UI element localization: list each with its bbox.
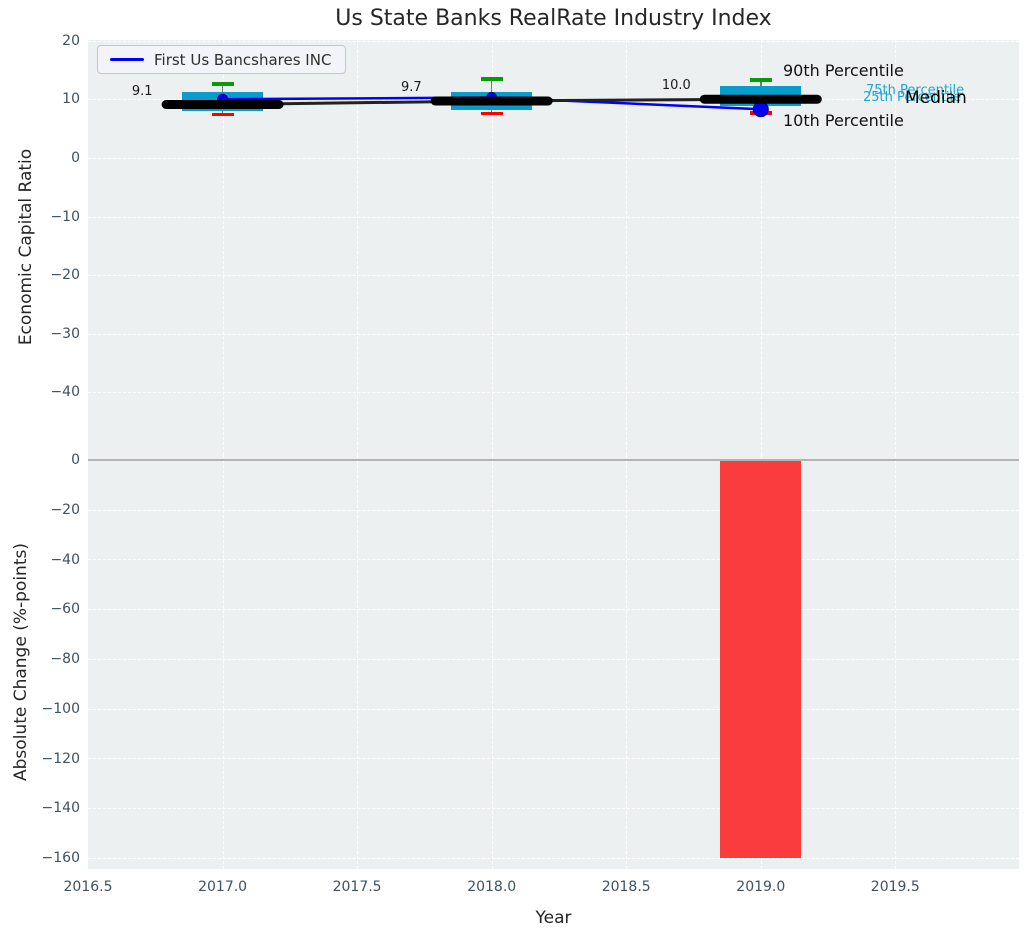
whisker-cap-90th	[749, 78, 772, 82]
top-ytick-label: −30	[50, 325, 80, 342]
gridline-horizontal	[88, 509, 1019, 511]
bottom-ytick-label: 0	[71, 452, 80, 468]
gridline-horizontal	[88, 857, 1019, 859]
bottom-ytick-label: −60	[50, 601, 80, 618]
bottom-ytick-label: −160	[41, 850, 80, 866]
legend-line-sample	[110, 58, 144, 61]
xtick-label: 2017.0	[198, 879, 248, 895]
gridline-vertical	[491, 40, 493, 455]
gridline-horizontal	[88, 559, 1019, 561]
annotation-10th-percentile: 10th Percentile	[783, 111, 904, 130]
xtick-label: 2019.0	[736, 879, 786, 895]
gridline-vertical	[895, 455, 897, 869]
top-ytick-label: −20	[50, 267, 80, 284]
xtick-label: 2018.0	[467, 879, 517, 895]
gridline-horizontal	[88, 708, 1019, 710]
gridline-vertical	[357, 455, 359, 869]
legend-label: First Us Bancshares INC	[154, 50, 332, 69]
annotation-75th-percentile: 75th Percentile	[866, 83, 965, 98]
x-axis-label: Year	[535, 908, 572, 928]
top-ytick-label: −40	[50, 384, 80, 401]
top-chart-lines	[161, 92, 822, 118]
gridline-horizontal	[88, 40, 1019, 42]
xtick-label: 2016.5	[63, 879, 113, 895]
whisker-cap-10th	[211, 112, 234, 117]
whisker-cap-10th	[480, 111, 503, 116]
change-bar	[720, 460, 802, 858]
zero-axhline	[88, 459, 1019, 461]
gridline-horizontal	[88, 157, 1019, 159]
gridline-horizontal	[88, 609, 1019, 611]
gridline-horizontal	[88, 333, 1019, 335]
top-ytick-label: 10	[62, 91, 80, 108]
annotation-25th-percentile: 25th Percentile	[863, 90, 962, 105]
gridline-vertical	[895, 40, 897, 455]
xtick-label: 2019.5	[870, 879, 920, 895]
top-y-axis-label: Economic Capital Ratio	[16, 148, 36, 346]
gridline-horizontal	[88, 758, 1019, 760]
gridline-horizontal	[88, 658, 1019, 660]
whisker-cap-90th	[211, 82, 234, 86]
gridline-vertical	[222, 40, 224, 455]
gridline-vertical	[491, 455, 493, 869]
legend: First Us Bancshares INC	[97, 45, 347, 74]
bottom-ytick-label: −80	[50, 651, 80, 667]
top-ytick-label: 0	[71, 149, 80, 166]
bottom-axes	[88, 455, 1019, 869]
median-annotation: 10.0	[661, 78, 691, 94]
annotation-90th-percentile: 90th Percentile	[783, 61, 904, 80]
gridline-vertical	[626, 455, 628, 869]
top-axes	[88, 40, 1019, 455]
bottom-ytick-label: −140	[41, 800, 80, 817]
bottom-ytick-label: −120	[41, 750, 80, 767]
gridline-horizontal	[88, 392, 1019, 394]
bottom-ytick-label: −20	[50, 501, 80, 518]
gridline-horizontal	[88, 216, 1019, 218]
median-annotation: 9.1	[131, 83, 153, 99]
whisker-cap-90th	[480, 77, 503, 81]
median-annotation: 9.7	[401, 80, 422, 95]
gridline-horizontal	[88, 275, 1019, 277]
top-ytick-label: −10	[50, 208, 80, 225]
bottom-ytick-label: −100	[41, 700, 80, 717]
bottom-ytick-label: −40	[50, 551, 80, 568]
gridline-horizontal	[88, 808, 1019, 810]
top-ytick-label: 20	[62, 32, 80, 49]
xtick-label: 2017.5	[332, 879, 382, 895]
gridline-vertical	[760, 40, 762, 455]
gridline-vertical	[626, 40, 628, 455]
xtick-label: 2018.5	[601, 879, 651, 895]
gridline-vertical	[357, 40, 359, 455]
annotation-median: Median	[905, 88, 967, 108]
chart-title: Us State Banks RealRate Industry Index	[335, 6, 772, 31]
gridline-vertical	[222, 455, 224, 869]
company-point	[752, 101, 769, 118]
